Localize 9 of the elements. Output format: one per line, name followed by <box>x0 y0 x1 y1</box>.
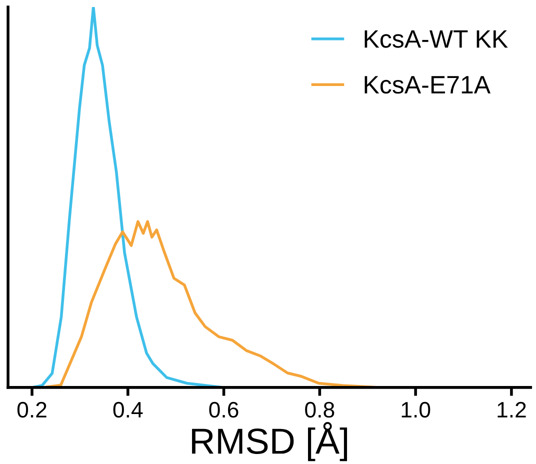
legend-label: KcsA-WT KK <box>364 30 508 48</box>
x-tick-label: 0.2 <box>17 402 46 418</box>
x-tick-label: 0.4 <box>113 402 143 418</box>
legend-label: KcsA-E71A <box>364 76 491 94</box>
x-tick-label: 1.0 <box>402 402 430 418</box>
x-tick-label: 1.2 <box>498 402 526 418</box>
x-tick-label: 0.6 <box>209 402 238 418</box>
x-tick-label: 0.8 <box>305 402 334 418</box>
x-axis-title: RMSD [Å] <box>192 422 348 462</box>
